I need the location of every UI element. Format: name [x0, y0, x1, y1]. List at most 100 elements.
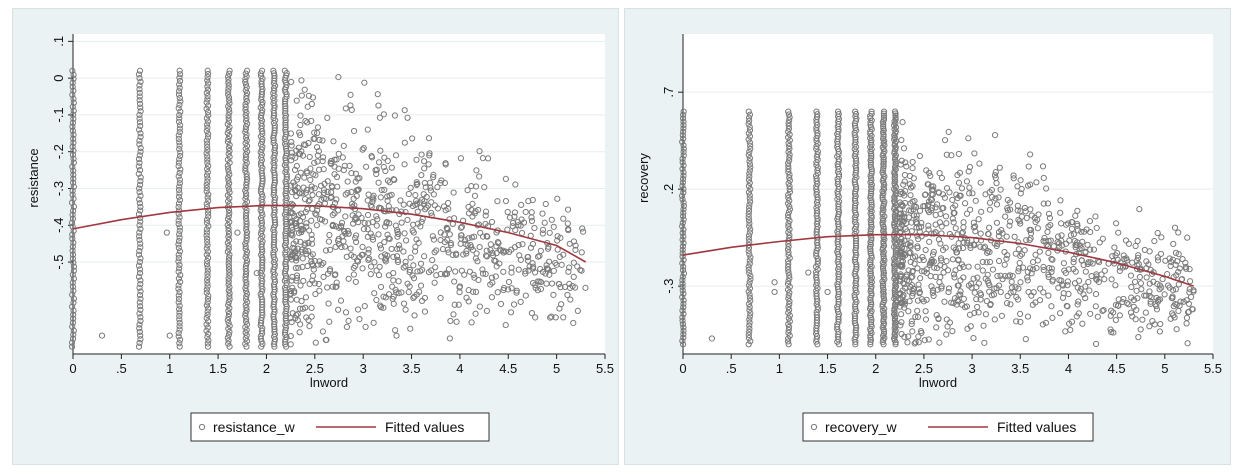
recovery-point	[916, 152, 923, 160]
resistance-point	[344, 178, 351, 185]
recovery-point	[679, 317, 686, 324]
recovery-point	[892, 124, 900, 131]
recovery-point	[1009, 273, 1016, 280]
recovery-point	[785, 148, 792, 155]
resistance-point	[449, 251, 456, 259]
recovery-point	[1060, 260, 1067, 267]
resistance-point	[176, 340, 183, 347]
recovery-point	[868, 319, 875, 326]
recovery-point	[868, 155, 875, 162]
resistance-point	[137, 332, 144, 339]
resistance-point	[367, 263, 375, 270]
resistance-point	[137, 244, 144, 251]
recovery-point	[785, 292, 792, 299]
resistance-point	[69, 79, 76, 86]
recovery-point	[972, 197, 979, 204]
recovery-point	[745, 288, 752, 295]
resistance-point	[176, 197, 184, 204]
recovery-point	[897, 263, 905, 270]
resistance-point	[204, 334, 211, 341]
resistance-point	[324, 114, 331, 121]
recovery-point	[912, 253, 919, 260]
recovery-point	[928, 204, 936, 211]
resistance-point	[315, 280, 322, 288]
recovery-point	[952, 225, 959, 232]
resistance-point	[450, 189, 457, 196]
resistance-point	[389, 207, 396, 214]
recovery-point	[1040, 263, 1047, 271]
recovery-point	[1018, 251, 1026, 258]
recovery-point	[927, 172, 934, 179]
recovery-point	[1108, 276, 1115, 283]
resistance-point	[570, 319, 577, 327]
resistance-x-tick-label: 3.5	[403, 361, 421, 376]
recovery-point	[745, 217, 753, 224]
resistance-point	[426, 152, 433, 159]
recovery-point	[1027, 206, 1034, 213]
recovery-point	[953, 301, 960, 308]
recovery-point	[897, 161, 904, 168]
recovery-point	[746, 300, 753, 308]
resistance-point	[352, 178, 359, 185]
recovery-point	[1142, 292, 1150, 299]
recovery-point	[680, 118, 687, 125]
recovery-point	[922, 308, 929, 315]
recovery-point	[960, 244, 967, 252]
resistance-point	[243, 209, 250, 216]
resistance-point	[70, 327, 77, 334]
recovery-point	[915, 339, 922, 346]
recovery-point	[868, 190, 875, 197]
recovery-point	[960, 295, 967, 302]
resistance-point	[508, 285, 515, 292]
recovery-point	[923, 266, 930, 273]
resistance-point	[287, 332, 294, 340]
recovery-point	[975, 216, 982, 223]
resistance-point	[515, 266, 522, 273]
resistance-point	[204, 175, 211, 182]
resistance-point	[302, 117, 309, 125]
resistance-point	[446, 335, 453, 342]
recovery-point	[747, 297, 754, 304]
recovery-point	[904, 233, 912, 240]
resistance-point	[176, 128, 183, 136]
recovery-point	[960, 219, 967, 226]
recovery-point	[785, 111, 793, 118]
recovery-point	[1171, 314, 1178, 321]
recovery-x-tick-label: 5.5	[1204, 361, 1222, 376]
resistance-x-tick-label: 2.5	[306, 361, 324, 376]
resistance-point	[544, 245, 552, 252]
recovery-point	[1049, 256, 1056, 263]
resistance-point	[527, 244, 535, 251]
resistance-point	[301, 86, 308, 93]
resistance-point	[548, 216, 555, 223]
resistance-point	[460, 251, 467, 258]
recovery-point	[979, 267, 986, 274]
resistance-point	[287, 130, 295, 137]
resistance-point	[226, 251, 233, 258]
recovery-point	[1079, 320, 1086, 327]
recovery-point	[965, 168, 972, 175]
recovery-point	[928, 230, 935, 237]
resistance-point	[515, 222, 522, 229]
recovery-point	[896, 219, 903, 226]
resistance-point	[304, 169, 311, 177]
recovery-point	[746, 220, 753, 227]
resistance-point	[69, 151, 77, 158]
resistance-point	[299, 305, 306, 312]
recovery-point	[814, 111, 821, 118]
recovery-point	[786, 300, 793, 308]
recovery-point	[746, 179, 753, 187]
recovery-point	[786, 186, 793, 193]
recovery-point	[1173, 326, 1180, 333]
recovery-point	[1064, 278, 1071, 285]
recovery-point	[995, 282, 1003, 289]
resistance-point	[572, 242, 579, 249]
recovery-point	[679, 179, 687, 186]
recovery-point	[901, 280, 908, 288]
resistance-point	[356, 315, 363, 323]
resistance-point	[522, 268, 529, 275]
recovery-point	[922, 316, 930, 323]
resistance-x-tick-label: .5	[116, 361, 127, 376]
resistance-point	[176, 139, 183, 146]
resistance-point	[386, 179, 393, 186]
